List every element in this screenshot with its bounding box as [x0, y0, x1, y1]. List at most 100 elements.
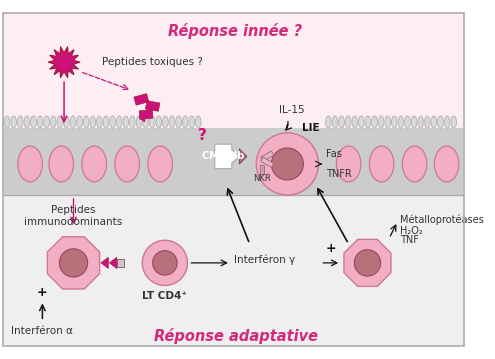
Ellipse shape: [82, 146, 106, 182]
Circle shape: [152, 251, 177, 275]
Ellipse shape: [445, 116, 450, 128]
Ellipse shape: [326, 116, 331, 128]
Text: +: +: [325, 242, 336, 255]
Ellipse shape: [378, 116, 384, 128]
Text: Réponse innée ?: Réponse innée ?: [168, 23, 302, 39]
Text: ?: ?: [198, 128, 207, 143]
Ellipse shape: [4, 116, 10, 128]
Ellipse shape: [24, 116, 30, 128]
Ellipse shape: [136, 116, 142, 128]
Text: H₂O₂: H₂O₂: [400, 226, 423, 236]
Bar: [4, 195, 463, 345]
Ellipse shape: [31, 116, 36, 128]
Polygon shape: [344, 239, 391, 286]
Ellipse shape: [77, 116, 83, 128]
Ellipse shape: [156, 116, 161, 128]
Ellipse shape: [358, 116, 364, 128]
Ellipse shape: [18, 146, 43, 182]
Ellipse shape: [431, 116, 437, 128]
Ellipse shape: [451, 116, 456, 128]
Ellipse shape: [49, 146, 73, 182]
Text: Interféron α: Interféron α: [11, 326, 73, 336]
Text: NKR: NKR: [253, 174, 271, 183]
Ellipse shape: [50, 116, 56, 128]
Ellipse shape: [148, 146, 172, 182]
Polygon shape: [101, 257, 108, 269]
Ellipse shape: [130, 116, 135, 128]
Ellipse shape: [418, 116, 424, 128]
Ellipse shape: [339, 116, 345, 128]
Ellipse shape: [84, 116, 89, 128]
Ellipse shape: [411, 116, 417, 128]
Ellipse shape: [332, 116, 338, 128]
Polygon shape: [48, 47, 80, 78]
Ellipse shape: [392, 116, 397, 128]
Ellipse shape: [17, 116, 23, 128]
Ellipse shape: [90, 116, 96, 128]
Ellipse shape: [57, 116, 63, 128]
Ellipse shape: [44, 116, 50, 128]
Text: Réponse adaptative: Réponse adaptative: [153, 328, 318, 344]
Ellipse shape: [425, 116, 430, 128]
Ellipse shape: [162, 116, 168, 128]
Circle shape: [271, 148, 303, 180]
Ellipse shape: [97, 116, 102, 128]
Polygon shape: [109, 257, 117, 269]
Ellipse shape: [115, 146, 140, 182]
Text: TNF: TNF: [400, 235, 419, 245]
Ellipse shape: [123, 116, 129, 128]
Ellipse shape: [37, 116, 43, 128]
Text: Métalloprotéases: Métalloprotéases: [400, 214, 484, 225]
Ellipse shape: [11, 116, 16, 128]
Circle shape: [256, 133, 318, 195]
Ellipse shape: [405, 116, 410, 128]
Text: Fas: Fas: [326, 149, 342, 159]
Polygon shape: [48, 237, 99, 289]
Text: CMH  Ib: CMH Ib: [202, 151, 245, 162]
Ellipse shape: [182, 116, 188, 128]
Ellipse shape: [116, 116, 122, 128]
Text: Peptides toxiques ?: Peptides toxiques ?: [102, 57, 202, 67]
Bar: [117, 259, 124, 267]
Text: IL-15: IL-15: [279, 105, 305, 115]
Polygon shape: [261, 157, 274, 167]
Bar: [146, 101, 160, 111]
Ellipse shape: [346, 116, 351, 128]
Circle shape: [142, 240, 188, 285]
Ellipse shape: [438, 116, 444, 128]
Ellipse shape: [143, 116, 148, 128]
Text: LT CD4⁺: LT CD4⁺: [143, 291, 187, 301]
Text: Interféron γ: Interféron γ: [234, 255, 295, 265]
Ellipse shape: [385, 116, 391, 128]
Bar: [139, 110, 153, 119]
Text: +: +: [37, 286, 48, 299]
Ellipse shape: [398, 116, 404, 128]
Ellipse shape: [149, 116, 155, 128]
Polygon shape: [215, 144, 239, 169]
Ellipse shape: [103, 116, 109, 128]
Ellipse shape: [365, 116, 371, 128]
Polygon shape: [259, 165, 264, 174]
Polygon shape: [239, 149, 247, 164]
Circle shape: [354, 250, 381, 276]
Ellipse shape: [169, 116, 175, 128]
Ellipse shape: [352, 116, 357, 128]
Ellipse shape: [434, 146, 459, 182]
Ellipse shape: [196, 116, 201, 128]
Ellipse shape: [372, 116, 377, 128]
Circle shape: [59, 249, 88, 277]
Ellipse shape: [110, 116, 115, 128]
Ellipse shape: [189, 116, 195, 128]
Ellipse shape: [402, 146, 427, 182]
Ellipse shape: [369, 146, 394, 182]
Bar: [4, 128, 463, 195]
Ellipse shape: [176, 116, 181, 128]
Ellipse shape: [337, 146, 361, 182]
Text: Peptides
immunodominants: Peptides immunodominants: [24, 205, 123, 227]
Bar: [4, 14, 463, 195]
Ellipse shape: [70, 116, 76, 128]
Text: LIE: LIE: [302, 123, 320, 133]
Bar: [134, 94, 149, 105]
Text: TNFR: TNFR: [326, 169, 352, 179]
Polygon shape: [261, 151, 274, 161]
